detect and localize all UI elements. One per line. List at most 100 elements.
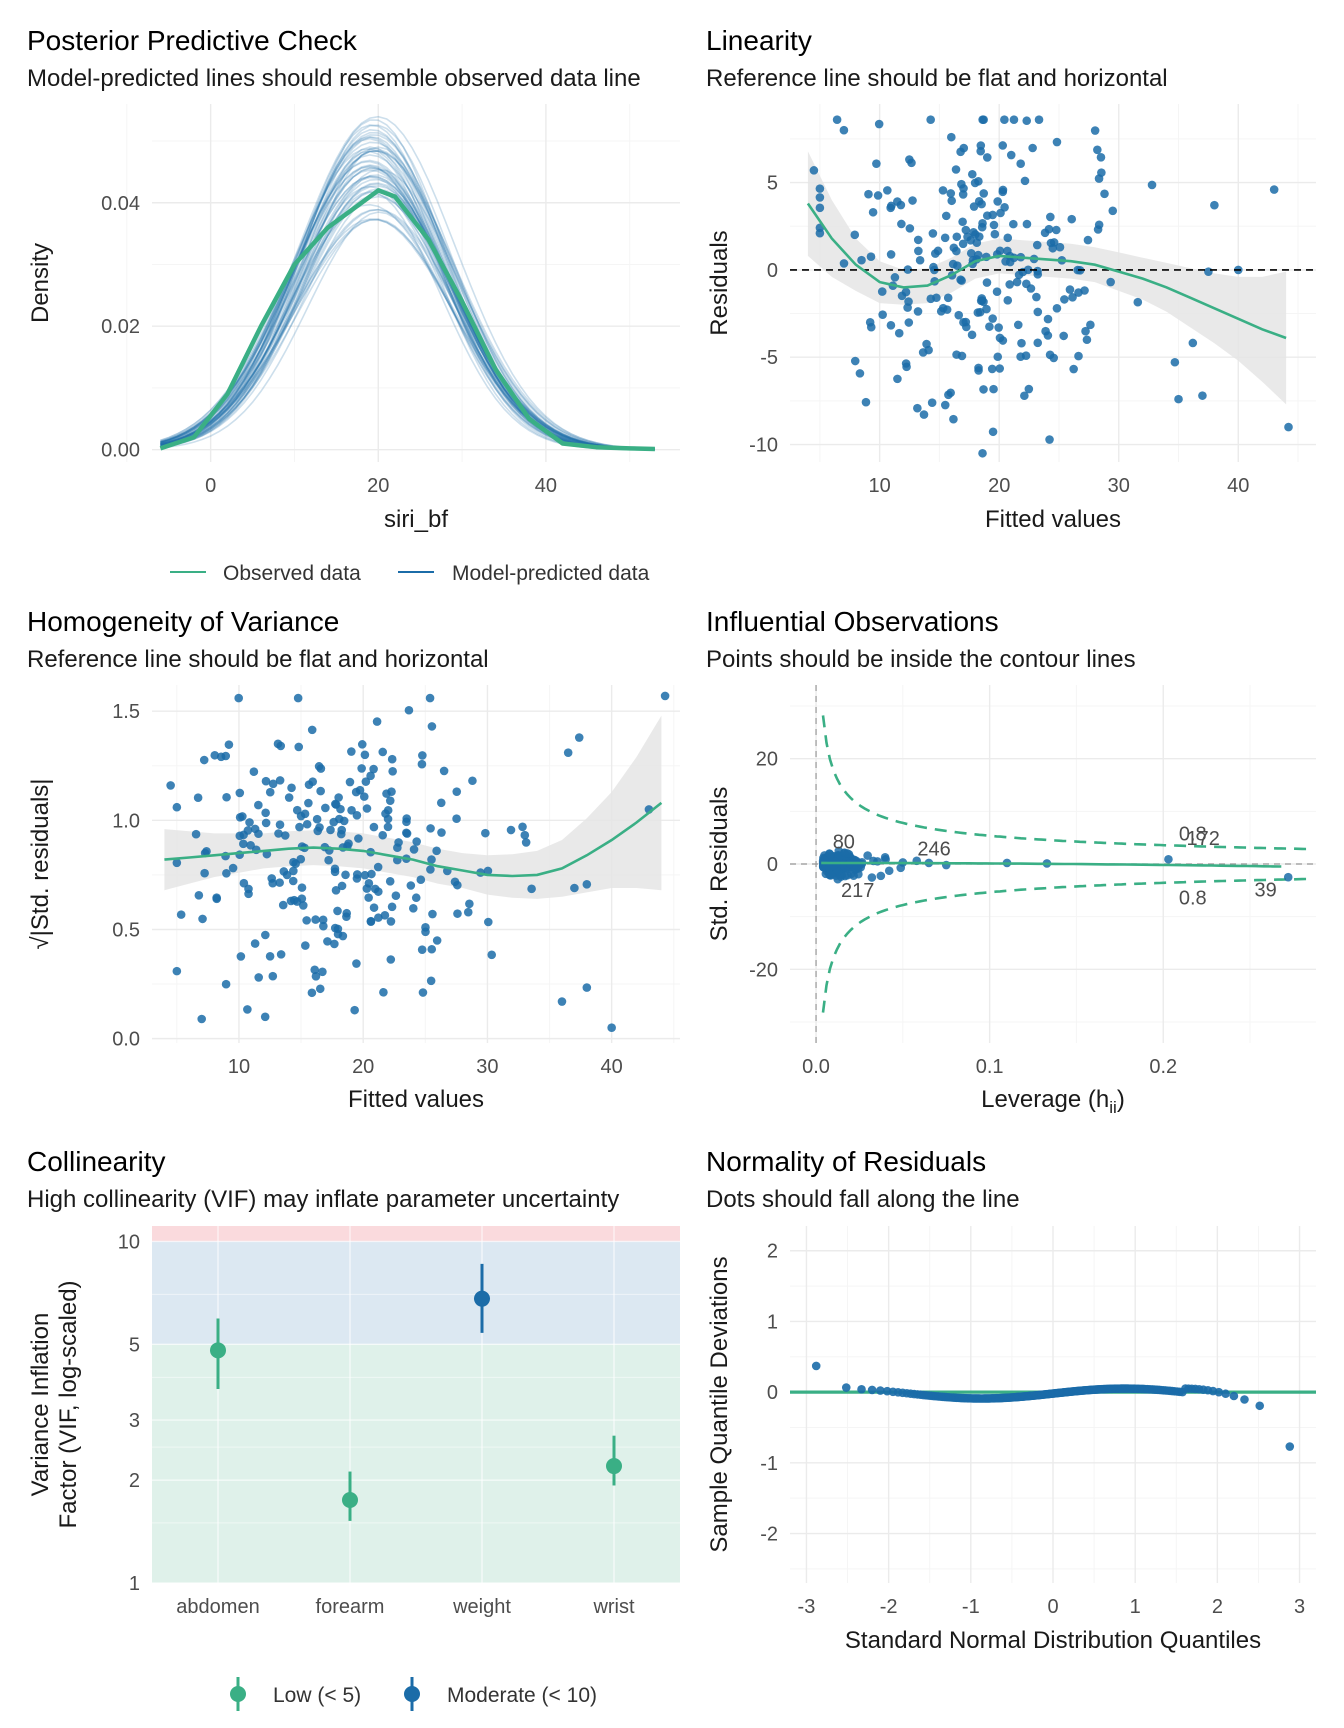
residual-point [297, 883, 307, 892]
y-axis-label: Sample Quantile Deviations [706, 1256, 733, 1552]
residual-point [316, 764, 326, 773]
residual-point [809, 166, 819, 175]
residual-point [234, 693, 243, 703]
observation-point [1283, 872, 1293, 882]
residual-point [989, 220, 999, 230]
residual-point [1003, 296, 1013, 305]
residual-point [866, 322, 876, 332]
residual-point [357, 764, 366, 773]
residual-point [1028, 143, 1037, 153]
x-tick-label: 0.1 [976, 1056, 1004, 1078]
confidence-band [807, 151, 1287, 405]
residual-point [992, 287, 1002, 297]
residual-point [1012, 277, 1022, 287]
residual-point [904, 297, 913, 306]
confidence-band [164, 715, 662, 899]
residual-point [436, 798, 446, 808]
y-tick-label: 0.00 [101, 440, 140, 462]
legend-label-moderate: Moderate (< 10) [447, 1684, 597, 1707]
residual-point [1046, 212, 1055, 222]
residual-point [1093, 225, 1103, 234]
predicted-density-line [160, 219, 655, 450]
y-tick-label: -1 [760, 1453, 778, 1475]
residual-point [352, 811, 362, 820]
quantile-point [1255, 1401, 1265, 1411]
residual-point [323, 937, 332, 946]
residual-point [333, 906, 342, 916]
residual-point [409, 845, 419, 854]
residual-point [902, 362, 911, 372]
residual-point [369, 903, 379, 912]
residual-point [268, 779, 278, 789]
loess-line [164, 801, 663, 878]
residual-point [307, 725, 317, 735]
residual-point [235, 813, 245, 822]
y-axis-label: Density [27, 243, 54, 323]
residual-point [850, 356, 860, 366]
residual-point [359, 792, 369, 801]
residual-point [297, 894, 307, 903]
residual-point [311, 971, 321, 981]
residual-point [360, 750, 370, 760]
residual-point [949, 414, 958, 424]
residual-point [887, 201, 896, 211]
residual-point [894, 328, 904, 338]
quantile-point [1229, 1391, 1239, 1401]
residual-point [361, 777, 371, 786]
residual-point [995, 333, 1005, 343]
quantile-point [1285, 1442, 1295, 1451]
residual-point [369, 822, 379, 832]
residual-point [1090, 126, 1100, 135]
panel-lin: Linearity Reference line should be flat a… [706, 25, 1316, 533]
panel-qq: Normality of Residuals Dots should fall a… [706, 1146, 1316, 1654]
residual-point [360, 870, 370, 880]
residual-point [956, 147, 965, 157]
residual-point [1170, 357, 1180, 367]
residual-point [886, 321, 896, 330]
residual-point [198, 914, 207, 924]
panel-title: Normality of Residuals [706, 1146, 986, 1177]
predicted-density-line [160, 208, 655, 450]
residual-point [570, 883, 579, 893]
residual-point [425, 693, 435, 703]
observation-point [843, 849, 852, 858]
residual-point [958, 190, 968, 199]
residual-point [864, 189, 873, 199]
residual-point [293, 693, 303, 703]
residual-point [324, 855, 333, 865]
y-tick-label: 0 [767, 854, 778, 876]
residual-point [362, 884, 372, 893]
residual-point [199, 755, 209, 765]
residual-point [971, 230, 980, 239]
residual-point [172, 966, 182, 976]
residual-point [245, 818, 254, 827]
residual-point [1074, 351, 1083, 361]
predicted-density-line [160, 175, 655, 451]
residual-point [957, 179, 966, 189]
residual-point [428, 909, 437, 919]
residual-point [295, 822, 304, 832]
residual-point [943, 293, 953, 303]
residual-point [321, 803, 330, 813]
residual-point [982, 211, 992, 220]
predicted-density-line [160, 136, 655, 451]
loess-line [806, 202, 1287, 340]
residual-point [432, 936, 442, 945]
residual-point [1033, 266, 1042, 276]
x-tick-label: 0 [1047, 1596, 1058, 1618]
residual-point [660, 691, 670, 701]
residual-point [387, 787, 396, 796]
x-tick-label: 30 [476, 1056, 498, 1078]
residual-point [995, 364, 1005, 373]
residual-point [979, 189, 989, 198]
residual-point [974, 366, 983, 375]
x-tick-label: weight [452, 1596, 511, 1618]
predicted-density-line [160, 148, 655, 451]
residual-point [951, 165, 961, 174]
predicted-density-line [160, 203, 655, 451]
legend-label-predicted: Model-predicted data [452, 562, 650, 585]
residual-point [982, 278, 992, 287]
y-axis-label: Variance Inflation [27, 1313, 54, 1497]
quantile-point [876, 1386, 885, 1395]
residual-point [362, 804, 372, 813]
